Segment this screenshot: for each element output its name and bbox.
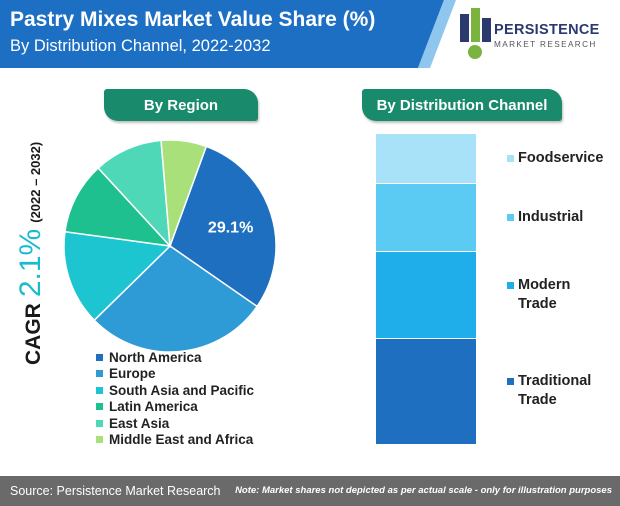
bar-segment-modern-trade xyxy=(376,251,476,339)
logo-mark-icon xyxy=(460,8,491,59)
legend-label: East Asia xyxy=(109,415,170,431)
footer: Source: Persistence Market Research Note… xyxy=(0,476,620,506)
channel-heading: By Distribution Channel xyxy=(362,89,562,121)
note-text: Note: Market shares not depicted as per … xyxy=(235,485,612,496)
legend-label: Middle East and Africa xyxy=(109,432,254,448)
logo-name: PERSISTENCE xyxy=(494,22,600,38)
pie-slice-latin-america xyxy=(64,166,172,248)
legend-swatch xyxy=(96,436,103,444)
cagr-text: CAGR xyxy=(22,303,45,365)
legend-swatch xyxy=(96,353,103,361)
legend-item-latin-america: Latin America xyxy=(96,399,254,416)
legend-swatch xyxy=(96,370,103,378)
pie-slice-east-asia xyxy=(97,139,171,249)
channel-stacked-bar xyxy=(376,134,476,444)
legend-label: South Asia and Pacific xyxy=(109,382,255,398)
pie-slice-middle-east-and-africa xyxy=(160,139,208,247)
pie-slice-europe xyxy=(93,245,259,353)
pie-slice-south-asia-and-pacific xyxy=(63,230,172,322)
channel-label-foodservice: Foodservice xyxy=(506,150,604,167)
cagr-period: (2022 – 2032) xyxy=(28,141,43,223)
legend-item-north-america: North America xyxy=(96,349,254,366)
page-title: Pastry Mixes Market Value Share (%) xyxy=(10,8,376,31)
header-banner: Pastry Mixes Market Value Share (%) By D… xyxy=(0,0,620,72)
bar-segment-industrial xyxy=(376,183,476,252)
legend-label: Europe xyxy=(109,366,156,382)
legend-swatch xyxy=(96,403,103,411)
persistence-logo: PERSISTENCE MARKET RESEARCH xyxy=(456,4,616,66)
cagr-value: 2.1% xyxy=(14,228,47,298)
legend-swatch xyxy=(96,386,103,394)
pie-data-label-north-america: 29.1% xyxy=(208,220,253,237)
legend-label: North America xyxy=(109,349,202,365)
legend-item-middle-east-and-africa: Middle East and Africa xyxy=(96,432,254,449)
legend-item-europe: Europe xyxy=(96,366,254,383)
bar-segment-foodservice xyxy=(376,134,476,184)
region-heading: By Region xyxy=(104,89,258,121)
cagr-label: CAGR 2.1% (2022 – 2032) xyxy=(14,142,48,365)
region-legend: North America Europe South Asia and Pacifi… xyxy=(96,349,254,448)
bar-segment-traditional-trade xyxy=(376,338,476,444)
legend-item-east-asia: East Asia xyxy=(96,415,254,432)
channel-label-industrial: Industrial xyxy=(506,209,584,226)
source-text: Source: Persistence Market Research xyxy=(10,484,221,498)
logo-tagline: MARKET RESEARCH xyxy=(494,40,597,49)
legend-item-south-asia-and-pacific: South Asia and Pacific xyxy=(96,382,254,399)
page-subtitle: By Distribution Channel, 2022-2032 xyxy=(10,37,271,55)
banner-background xyxy=(0,0,456,68)
channel-label-modern-trade: Modern Trade xyxy=(506,277,571,313)
legend-label: Latin America xyxy=(109,399,198,415)
legend-swatch xyxy=(96,419,103,427)
channel-label-traditional-trade: Traditional Trade xyxy=(506,373,592,409)
pie-slice-north-america xyxy=(169,145,277,308)
